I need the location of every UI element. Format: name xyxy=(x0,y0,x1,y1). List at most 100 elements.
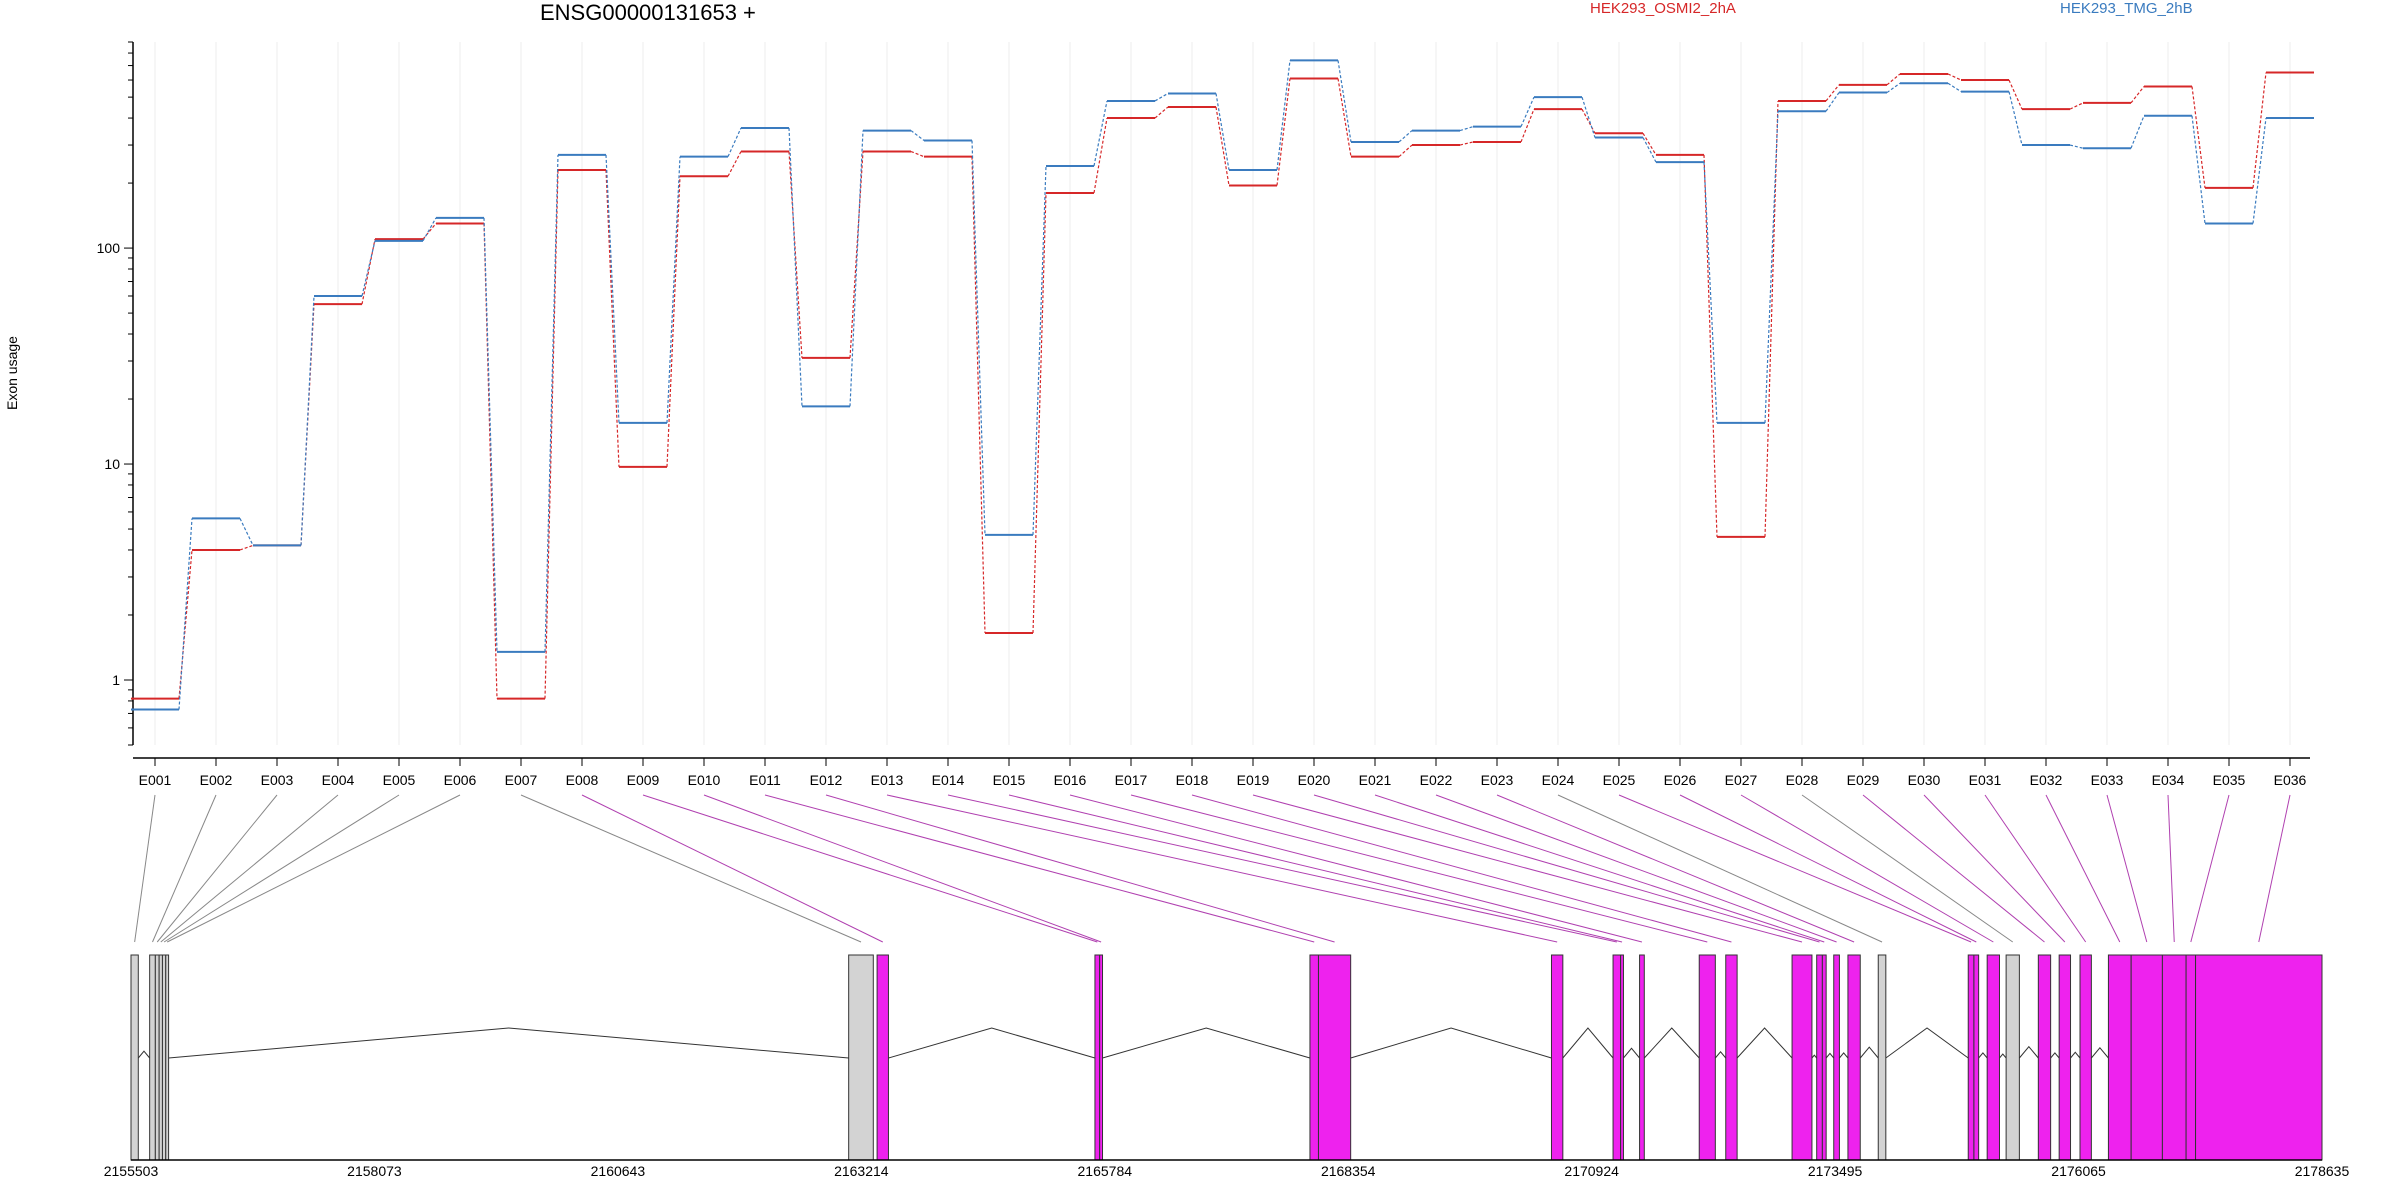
genomic-tick-label: 2176065 xyxy=(2051,1163,2106,1179)
x-tick-label-E020: E020 xyxy=(1298,772,1331,788)
exon-block-E006 xyxy=(165,954,170,1161)
connector-E029 xyxy=(1886,73,1901,86)
exon-connector-E007 xyxy=(520,794,862,943)
intron-line xyxy=(1623,1047,1640,1059)
connector-E010 xyxy=(727,151,742,177)
exon-block-E028 xyxy=(2005,954,2020,1161)
exon-connector-E001 xyxy=(134,794,156,943)
connector-E020 xyxy=(1337,78,1352,157)
connector-E009 xyxy=(666,156,681,423)
connector-E034 xyxy=(2191,115,2206,224)
exon-block-E036 xyxy=(2195,954,2323,1161)
connector-E030 xyxy=(1947,82,1962,93)
connector-E007 xyxy=(544,154,559,652)
connector-E032 xyxy=(2069,102,2084,110)
x-tick-label-E004: E004 xyxy=(322,772,355,788)
connector-E002 xyxy=(239,518,254,546)
connector-E016 xyxy=(1093,100,1108,167)
exon-block-E023 xyxy=(1847,954,1861,1161)
connector-E028 xyxy=(1825,92,1840,112)
connector-E032 xyxy=(2069,144,2084,149)
intron-line xyxy=(1859,1046,1879,1059)
x-tick-label-E019: E019 xyxy=(1237,772,1270,788)
connector-E021 xyxy=(1398,130,1413,143)
connector-E014 xyxy=(971,156,986,634)
connector-E001 xyxy=(178,518,193,710)
connector-E006 xyxy=(483,217,498,652)
exon-block-E001 xyxy=(130,954,139,1161)
exon-connector-E029 xyxy=(1862,794,2045,943)
exon-connector-E024 xyxy=(1557,794,1883,943)
connector-E016 xyxy=(1093,117,1108,194)
exon-block-E022 xyxy=(1833,954,1840,1161)
exon-connector-E004 xyxy=(160,794,339,943)
x-tick-label-E009: E009 xyxy=(627,772,660,788)
connector-E029 xyxy=(1886,82,1901,94)
exon-connector-E036 xyxy=(2258,794,2291,943)
x-tick-label-E012: E012 xyxy=(810,772,843,788)
x-tick-label-E030: E030 xyxy=(1908,772,1941,788)
exon-block-E019 xyxy=(1791,954,1813,1161)
genomic-tick-label: 2178635 xyxy=(2295,1163,2350,1179)
connector-E031 xyxy=(2008,91,2023,146)
exon-connector-E006 xyxy=(166,794,461,943)
intron-line xyxy=(1102,1027,1311,1059)
connector-E003 xyxy=(300,295,315,546)
intron-line xyxy=(2018,1045,2039,1059)
connector-E035 xyxy=(2252,117,2267,224)
exon-connector-E002 xyxy=(152,794,217,943)
connector-E004 xyxy=(361,239,376,305)
x-tick-label-E015: E015 xyxy=(993,772,1026,788)
connector-E023 xyxy=(1520,108,1535,143)
connector-E006 xyxy=(483,223,498,699)
exon-connector-E019 xyxy=(1252,794,1803,943)
connector-E015 xyxy=(1032,165,1047,535)
exon-block-E020 xyxy=(1816,954,1823,1161)
exon-connector-E014 xyxy=(947,794,1617,943)
exon-block-E011 xyxy=(1309,954,1319,1161)
intron-line xyxy=(2090,1046,2109,1059)
exon-block-E034 xyxy=(2161,954,2187,1161)
connector-E017 xyxy=(1154,106,1169,119)
connector-E008 xyxy=(605,154,620,423)
exon-block-E012 xyxy=(1317,954,1352,1161)
exon-block-E035 xyxy=(2185,954,2197,1161)
intron-line xyxy=(1643,1027,1700,1059)
x-tick-label-E016: E016 xyxy=(1054,772,1087,788)
intron-line xyxy=(888,1027,1096,1059)
exon-connector-E022 xyxy=(1435,794,1837,943)
exon-connector-E032 xyxy=(2045,794,2121,943)
connector-E018 xyxy=(1215,93,1230,171)
exon-block-E033 xyxy=(2130,954,2163,1161)
x-tick-label-E035: E035 xyxy=(2213,772,2246,788)
exon-block-E010 xyxy=(1099,954,1104,1161)
x-tick-label-E007: E007 xyxy=(505,772,538,788)
exon-connector-E017 xyxy=(1130,794,1708,943)
intron-line xyxy=(1350,1027,1552,1059)
genomic-tick-label: 2173495 xyxy=(1808,1163,1863,1179)
connector-E035 xyxy=(2252,72,2267,188)
exon-connector-E018 xyxy=(1191,794,1732,943)
connector-E013 xyxy=(910,150,925,158)
x-tick-label-E002: E002 xyxy=(200,772,233,788)
exon-block-E008 xyxy=(876,954,889,1161)
genomic-tick-label: 2170924 xyxy=(1564,1163,1619,1179)
x-tick-label-E001: E001 xyxy=(139,772,172,788)
exon-block-E027 xyxy=(1986,954,2000,1161)
exon-block-E021 xyxy=(1821,954,1827,1161)
exon-block-E016 xyxy=(1639,954,1645,1161)
x-tick-label-E033: E033 xyxy=(2091,772,2124,788)
x-tick-label-E003: E003 xyxy=(261,772,294,788)
x-tick-label-E018: E018 xyxy=(1176,772,1209,788)
connector-E022 xyxy=(1459,141,1474,146)
x-tick-label-E014: E014 xyxy=(932,772,965,788)
exon-connector-E030 xyxy=(1923,794,2066,943)
exon-connector-E003 xyxy=(156,794,278,943)
connector-E025 xyxy=(1642,137,1657,163)
exon-block-E015 xyxy=(1620,954,1624,1161)
exon-block-E017 xyxy=(1698,954,1716,1161)
exon-connector-E031 xyxy=(1984,794,2087,943)
exon-block-E013 xyxy=(1550,954,1564,1161)
connector-E012 xyxy=(849,151,864,358)
